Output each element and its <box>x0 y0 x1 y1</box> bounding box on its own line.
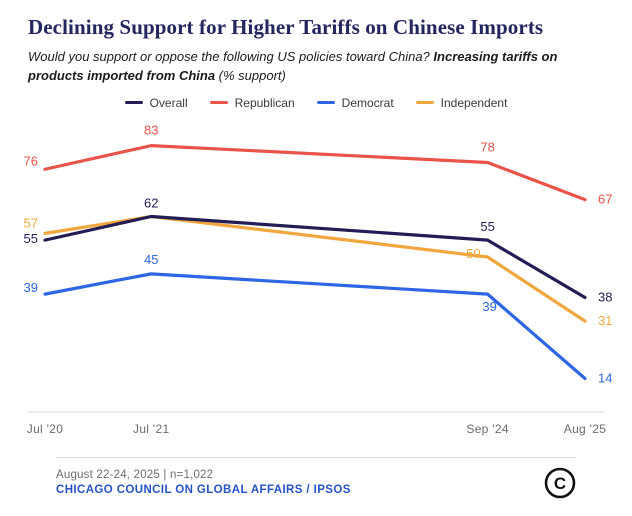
page-title: Declining Support for Higher Tariffs on … <box>28 15 544 39</box>
legend-item-democrat: Democrat <box>316 95 394 110</box>
value-label-republican: 78 <box>480 139 494 154</box>
chart-subtitle: Would you support or oppose the followin… <box>28 48 604 86</box>
chart-page: Declining Support for Higher Tariffs on … <box>0 15 632 499</box>
legend-item-overall: Overall <box>124 95 188 110</box>
value-label-republican: 83 <box>144 123 158 138</box>
legend-swatch-overall <box>124 101 143 105</box>
line-chart: Jul '20 Jul '21 Sep '24 Aug '25 57 50 31 39 45 39… <box>0 112 632 455</box>
value-label-independent: 57 <box>24 215 38 230</box>
value-label-democrat: 45 <box>144 252 158 267</box>
value-label-overall: 38 <box>598 289 612 304</box>
value-label-independent: 50 <box>466 246 480 261</box>
value-label-independent: 31 <box>598 313 612 328</box>
series-line-democrat <box>43 272 587 381</box>
footer: August 22-24, 2025 | n=1,022 CHICAGO COU… <box>56 456 576 499</box>
series-line-independent <box>43 214 587 323</box>
value-label-republican: 67 <box>598 192 612 207</box>
legend-swatch-republican <box>209 101 228 105</box>
subtitle-metric: (% support) <box>215 68 286 84</box>
legend-item-independent: Independent <box>415 95 508 110</box>
value-label-overall: 62 <box>144 195 158 210</box>
legend-label: Republican <box>234 95 295 110</box>
x-tick-label: Jul '20 <box>27 422 63 436</box>
value-label-democrat: 39 <box>24 280 38 295</box>
value-label-democrat: 14 <box>598 370 612 385</box>
chicago-council-logo-icon: C <box>544 467 576 499</box>
value-label-overall: 55 <box>480 219 494 234</box>
value-label-overall: 55 <box>24 231 38 246</box>
x-tick-label: Jul '21 <box>133 422 169 436</box>
legend-swatch-democrat <box>316 101 335 105</box>
series-line-republican <box>43 143 587 202</box>
svg-text:C: C <box>554 474 566 493</box>
legend-label: Independent <box>440 95 508 110</box>
legend-label: Overall <box>149 95 188 110</box>
legend-item-republican: Republican <box>209 95 295 110</box>
footer-text: August 22-24, 2025 | n=1,022 CHICAGO COU… <box>56 469 351 496</box>
legend-label: Democrat <box>341 95 394 110</box>
subtitle-question: Would you support or oppose the followin… <box>28 49 434 65</box>
value-label-democrat: 39 <box>482 299 496 314</box>
survey-date-samplesize: August 22-24, 2025 | n=1,022 <box>56 469 214 482</box>
source-organizations: CHICAGO COUNCIL ON GLOBAL AFFAIRS / IPSO… <box>56 484 351 497</box>
x-tick-label: Sep '24 <box>466 422 508 436</box>
subtitle-policy: Increasing tariffs on products imported … <box>28 49 558 84</box>
series-line-overall <box>43 214 587 300</box>
value-label-republican: 76 <box>24 153 38 168</box>
chart-legend: Overall Republican Democrat Independent <box>28 96 604 110</box>
x-tick-label: Aug '25 <box>564 422 606 436</box>
line-chart-svg: Jul '20 Jul '21 Sep '24 Aug '25 57 50 31 39 45 39… <box>24 123 613 436</box>
legend-swatch-independent <box>415 101 434 105</box>
